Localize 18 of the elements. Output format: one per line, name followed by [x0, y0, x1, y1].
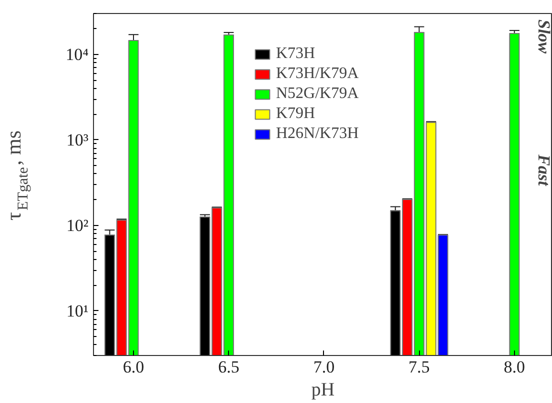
- y-tick-label: 10⁴: [66, 44, 89, 64]
- y-tick-label: 10²: [66, 216, 89, 235]
- x-tick-label: 6.5: [218, 358, 240, 376]
- x-axis-title: pH: [311, 380, 335, 400]
- x-tick-label: 7.0: [313, 358, 335, 376]
- y-tick-label: 10¹: [66, 301, 89, 320]
- legend-label: K79H: [276, 105, 316, 123]
- y-tick-label: 10³: [66, 130, 89, 150]
- legend-label: N52G/K79A: [276, 85, 359, 103]
- annotation: Slow: [534, 20, 552, 54]
- legend-label: K73H: [276, 45, 316, 63]
- legend-label: H26N/K73H: [276, 125, 359, 143]
- legend-label: K73H/K79A: [276, 65, 359, 83]
- x-tick-label: 7.5: [408, 358, 430, 376]
- annotation: Fast: [534, 154, 552, 187]
- x-tick-label: 6.0: [122, 358, 144, 376]
- x-tick-label: 8.0: [504, 358, 526, 376]
- y-axis-title: τETgate, ms: [2, 130, 32, 220]
